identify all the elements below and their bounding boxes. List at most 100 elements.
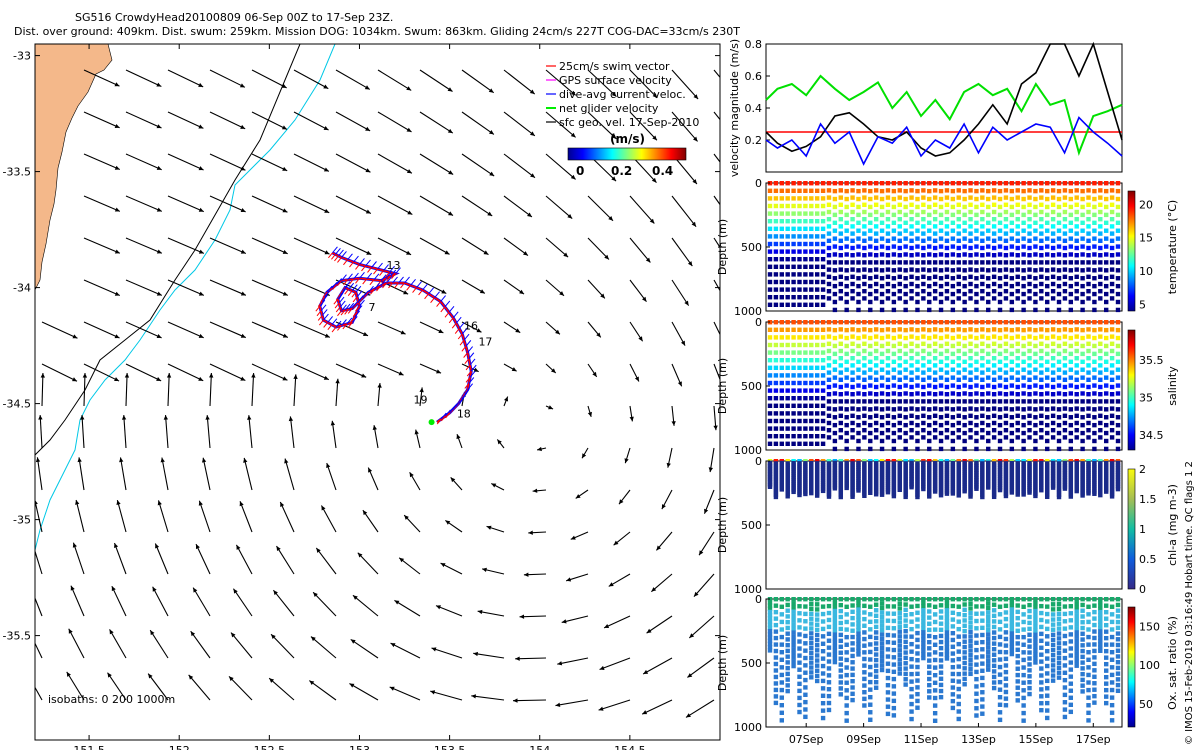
profile-sample bbox=[991, 224, 997, 229]
profile-sample bbox=[891, 493, 897, 499]
profile-sample bbox=[986, 212, 991, 218]
profile-sample bbox=[1062, 670, 1068, 675]
geo-vector-head bbox=[598, 706, 604, 711]
profile-sample bbox=[1092, 446, 1097, 452]
profile-sample bbox=[932, 217, 938, 222]
profile-sample bbox=[879, 228, 885, 233]
profile-sample bbox=[1109, 627, 1115, 632]
profile-sample bbox=[1039, 631, 1044, 637]
profile-sample bbox=[1068, 391, 1074, 396]
profile-sample bbox=[1021, 307, 1026, 313]
profile-sample bbox=[932, 377, 938, 382]
profile-sample bbox=[1068, 446, 1074, 452]
geo-vector bbox=[687, 657, 715, 678]
profile-sample bbox=[1062, 202, 1068, 207]
profile-sample bbox=[844, 204, 849, 210]
profile-sample bbox=[844, 244, 849, 249]
profile-sample bbox=[868, 196, 873, 202]
profile-sample bbox=[897, 267, 902, 272]
profile-sample bbox=[1068, 188, 1074, 194]
profile-sample bbox=[1086, 665, 1091, 670]
profile-sample bbox=[903, 623, 908, 629]
profile-sample bbox=[873, 413, 879, 418]
profile-sample bbox=[1033, 260, 1038, 265]
profile-sample bbox=[991, 274, 997, 279]
profile-sample bbox=[1015, 615, 1020, 621]
profile-sample bbox=[1086, 680, 1091, 685]
profile-sample bbox=[956, 370, 961, 375]
swim-vector bbox=[332, 284, 338, 290]
profile-sample bbox=[773, 350, 779, 355]
profile-sample bbox=[803, 491, 808, 497]
profile-sample bbox=[838, 217, 843, 222]
profile-sample bbox=[773, 681, 779, 686]
profile-sample bbox=[927, 639, 932, 645]
profile-sample bbox=[1086, 289, 1091, 294]
geo-vector bbox=[713, 153, 720, 163]
profile-sample bbox=[850, 678, 855, 684]
profile-sample bbox=[885, 363, 891, 368]
profile-sample bbox=[997, 487, 1003, 493]
profile-sample bbox=[1074, 621, 1079, 627]
geo-vector-head bbox=[608, 216, 614, 221]
profile-sample bbox=[1033, 644, 1038, 649]
profile-sample bbox=[803, 611, 808, 617]
profile-sample bbox=[1050, 195, 1056, 200]
profile-sample bbox=[962, 602, 967, 607]
profile-sample bbox=[1074, 209, 1079, 215]
profile-sample bbox=[1039, 341, 1044, 346]
section-ytick-label: 500 bbox=[741, 519, 762, 532]
swim-vector bbox=[317, 315, 323, 321]
profile-sample bbox=[962, 188, 967, 194]
profile-sample bbox=[850, 478, 855, 484]
profile-sample bbox=[1045, 438, 1050, 444]
profile-sample bbox=[891, 236, 897, 241]
geo-vector bbox=[119, 457, 127, 491]
profile-sample bbox=[1115, 438, 1121, 444]
profile-sample bbox=[879, 188, 885, 194]
profile-sample bbox=[767, 632, 773, 637]
profile-sample bbox=[797, 295, 802, 300]
profile-sample bbox=[1056, 636, 1062, 641]
profile-sample bbox=[891, 662, 897, 667]
geo-vector-head bbox=[236, 544, 241, 550]
profile-sample bbox=[968, 341, 973, 346]
dac-vector bbox=[467, 346, 474, 353]
profile-sample bbox=[1056, 675, 1062, 680]
profile-sample bbox=[803, 604, 808, 609]
profile-sample bbox=[862, 245, 867, 251]
profile-sample bbox=[903, 461, 908, 466]
profile-sample bbox=[968, 470, 973, 475]
profile-sample bbox=[850, 467, 855, 473]
geo-vector bbox=[515, 657, 547, 660]
profile-sample bbox=[809, 272, 814, 277]
profile-sample bbox=[1050, 637, 1056, 643]
profile-sample bbox=[814, 226, 820, 231]
profile-sample bbox=[826, 617, 832, 623]
profile-sample bbox=[968, 638, 973, 644]
profile-sample bbox=[862, 650, 867, 655]
profile-sample bbox=[1056, 335, 1062, 341]
profile-sample bbox=[980, 224, 985, 229]
profile-sample bbox=[1115, 343, 1121, 349]
profile-sample bbox=[1098, 406, 1103, 411]
profile-sample bbox=[791, 617, 796, 623]
geo-vector bbox=[461, 153, 495, 177]
geo-vector-head bbox=[190, 631, 196, 637]
geo-vector-head bbox=[155, 543, 160, 549]
profile-sample bbox=[844, 351, 849, 357]
profile-sample bbox=[885, 231, 891, 236]
profile-sample bbox=[962, 367, 967, 372]
profile-sample bbox=[1045, 283, 1050, 289]
profile-sample bbox=[856, 327, 861, 333]
profile-sample bbox=[767, 380, 773, 386]
profile-sample bbox=[897, 413, 902, 418]
dac-vector bbox=[380, 279, 386, 287]
profile-sample bbox=[820, 249, 826, 254]
profile-sample bbox=[767, 350, 773, 355]
profile-sample bbox=[897, 601, 902, 607]
profile-sample bbox=[1056, 188, 1062, 194]
profile-sample bbox=[927, 260, 932, 265]
profile-sample bbox=[773, 257, 779, 262]
profile-sample bbox=[1062, 327, 1068, 332]
